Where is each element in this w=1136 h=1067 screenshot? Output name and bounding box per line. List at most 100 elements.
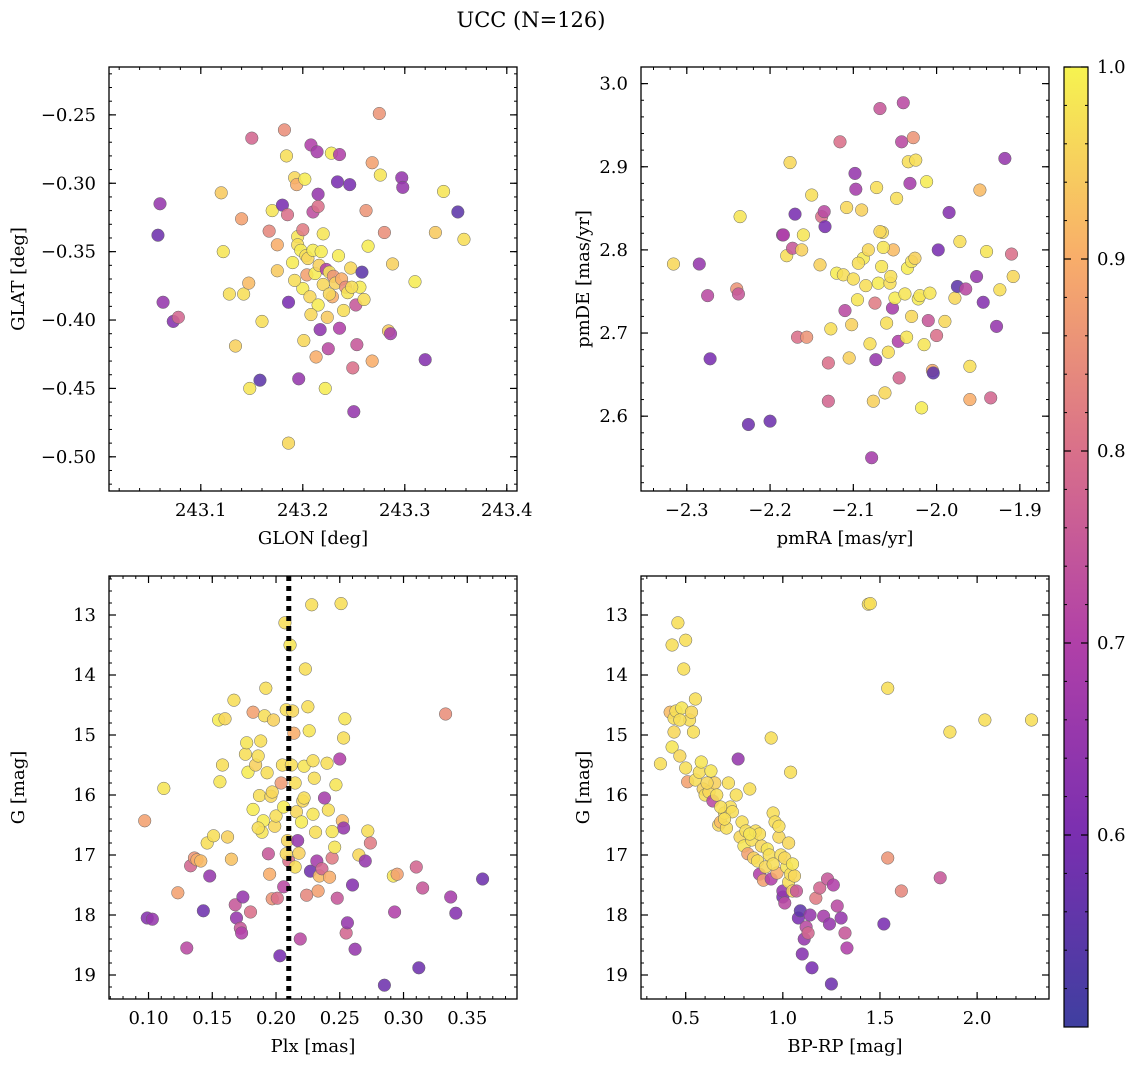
scatter-point [778,896,792,910]
scatter-point [255,314,269,328]
scatter-point [138,814,152,828]
y-tick-label: 14 [605,665,628,686]
x-tick-label: 243.3 [379,500,431,521]
scatter-point [921,314,935,328]
scatter-point [1024,713,1039,727]
scatter-point [869,353,883,367]
scatter-point [291,834,305,848]
y-tick-label: 13 [73,605,96,626]
scatter-point [221,830,235,844]
scatter-point [692,257,706,271]
scatter-point [890,191,904,205]
scatter-point [338,712,352,726]
y-axis-label: G [mag] [573,751,594,824]
y-tick-label: 14 [73,665,96,686]
scatter-point [297,791,311,805]
scatter-point [345,280,359,294]
scatter-point [953,235,967,249]
scatter-point [980,245,994,259]
scatter-point [805,188,819,202]
colorbar: 0.6 0.7 0.8 0.9 1.0 [1063,57,1126,1028]
scatter-point [909,153,923,167]
scatter-point [297,333,311,348]
scatter-point [795,243,809,257]
scatter-point [870,180,884,195]
scatter-point [805,961,819,975]
y-tick-label: 2.7 [599,323,628,344]
scatter-point [772,819,786,833]
scatter-point [358,854,372,868]
scatter-point [673,713,687,727]
scatter-point [328,840,342,854]
x-tick-label: −2.1 [831,500,875,521]
scatter-point [963,359,977,373]
scatter-point [850,293,865,307]
scatter-point [784,765,798,779]
scatter-point [684,705,699,719]
scatter-point [688,692,702,706]
scatter-point [251,821,265,835]
scatter-point [873,102,887,116]
scatter-point [796,228,810,242]
y-tick-label: 17 [605,845,628,866]
scatter-point [721,776,735,790]
scatter-point [281,295,296,309]
scatter-point [920,175,934,189]
scatter-point [444,890,458,904]
scatter-point [763,414,777,428]
x-tick-label: −2.2 [748,500,792,521]
scatter-point [948,291,962,305]
scatter-point [330,175,345,189]
x-tick-label: 1.0 [769,1008,798,1029]
scatter-point [314,245,328,259]
scatter-point [838,304,852,318]
scatter-points [138,597,490,992]
scatter-point [294,815,309,829]
scatter-point [834,911,848,925]
scatter-point [801,926,815,940]
scatter-point [213,775,227,789]
scatter-point [203,869,217,883]
x-tick-label: 0.25 [320,1008,360,1029]
y-tick-label: −0.50 [41,447,96,468]
scatter-point [785,857,800,871]
scatter-point [347,405,361,419]
scatter-point [293,932,307,946]
y-tick-label: −0.45 [41,378,96,399]
scatter-point [931,243,945,257]
scatter-point [880,316,894,330]
y-tick-label: 16 [605,785,628,806]
scatter-point [260,766,274,780]
scatter-point [917,338,931,352]
scatter-point [346,361,360,375]
colorbar-tick-label: 0.9 [1097,249,1126,270]
scatter-point [671,616,685,630]
y-axis-label: G [mag] [8,751,29,824]
scatter-point [303,290,317,304]
scatter-point [848,166,862,180]
x-tick-label: −1.9 [998,500,1042,521]
scatter-point [279,149,294,163]
scatter-point [824,322,838,336]
scatter-point [701,289,715,303]
scatter-point [704,764,718,778]
scatter-point [896,96,910,110]
scatter-point [868,296,882,310]
scatter-point [876,240,890,254]
scatter-point [348,942,362,956]
scatter-point [321,342,335,356]
scatter-point [449,906,463,920]
scatter-point [386,257,400,271]
scatter-point [321,803,335,817]
scatter-point [238,747,252,761]
scatter-panel-3: 0.10 0.15 0.20 0.25 0.30 0.35 13 14 15 16 17 18 19 Pl… [8,575,518,1057]
scatter-point [261,847,275,861]
scatter-point [457,232,471,246]
scatter-point [280,208,295,222]
scatter-point [329,778,343,792]
scatter-point [311,199,325,214]
scatter-point [254,734,268,748]
y-tick-label: 2.8 [599,240,628,261]
scatter-point [330,891,344,905]
